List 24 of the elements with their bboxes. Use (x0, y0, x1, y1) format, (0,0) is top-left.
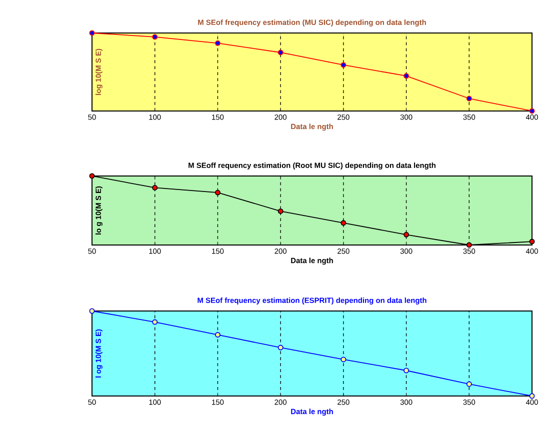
point (529, 393, 535, 399)
point (152, 184, 158, 190)
point (278, 344, 284, 350)
point (404, 73, 410, 79)
point (466, 96, 472, 102)
point (214, 332, 220, 338)
point (340, 62, 346, 68)
point (89, 173, 95, 179)
point (404, 232, 410, 238)
point (89, 308, 95, 314)
point (340, 220, 346, 226)
point (278, 50, 284, 56)
point (529, 108, 535, 114)
point (278, 208, 284, 214)
point (152, 34, 158, 40)
point (340, 356, 346, 362)
point (404, 368, 410, 374)
point (214, 190, 220, 196)
point (89, 30, 95, 36)
point (529, 238, 535, 244)
point (466, 381, 472, 387)
point (466, 242, 472, 248)
point (152, 319, 158, 325)
point (214, 40, 220, 46)
